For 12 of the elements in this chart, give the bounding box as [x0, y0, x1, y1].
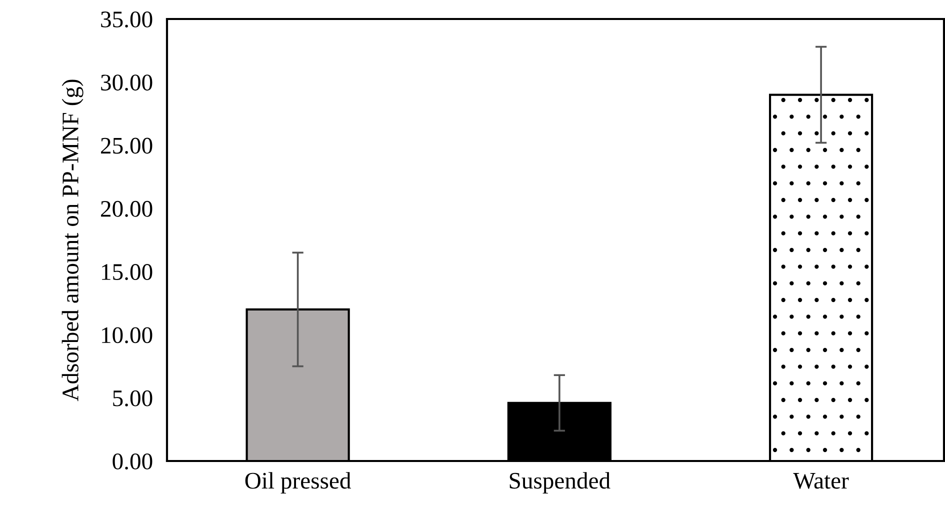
y-tick-label: 35.00 — [101, 11, 152, 28]
y-tick-label: 25.00 — [101, 138, 152, 154]
y-tick-label: 20.00 — [101, 200, 152, 217]
y-tick-label: 0.00 — [112, 453, 152, 470]
y-tick-label: 5.00 — [113, 390, 152, 406]
y-axis-title: Adsorbed amount on PP-MNF (g) — [62, 80, 84, 402]
x-tick-label: Water — [793, 473, 849, 489]
x-tick-label: Suspended — [510, 472, 610, 494]
y-tick-label: 30.00 — [101, 74, 152, 91]
x-tick-label: Oil pressed — [245, 472, 351, 494]
y-tick-label: 10.00 — [102, 327, 152, 344]
y-tick-label: 15.00 — [102, 264, 152, 280]
